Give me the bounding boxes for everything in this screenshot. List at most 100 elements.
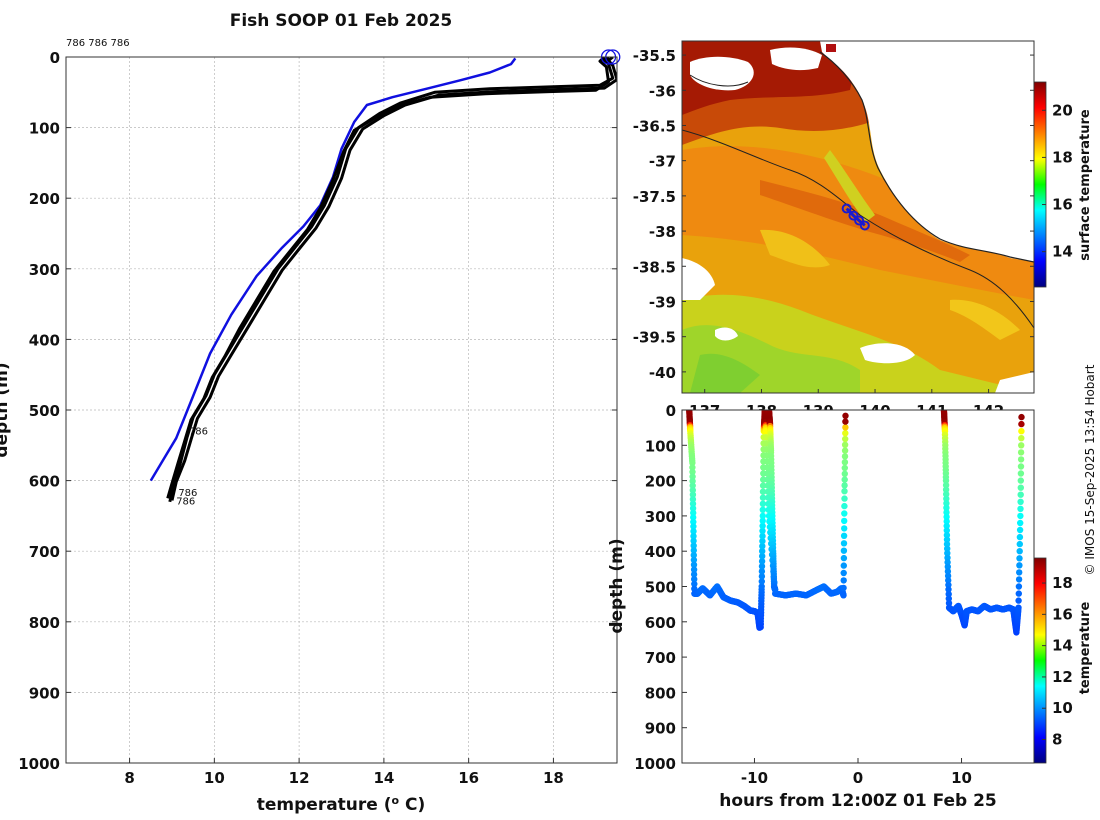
profile-x-tick-label: 18 bbox=[543, 769, 564, 787]
profile-y-tick-label: 600 bbox=[29, 473, 60, 491]
ts-point bbox=[1017, 484, 1024, 491]
temp-colorbar-ticks: 8 10 12 14 16 18 bbox=[1042, 574, 1073, 749]
ts-point bbox=[842, 435, 849, 443]
ts-point bbox=[690, 542, 697, 549]
ts-point bbox=[690, 523, 697, 530]
ts-point bbox=[944, 572, 952, 580]
profile-y-tick-label: 800 bbox=[29, 614, 60, 632]
ts-point bbox=[840, 532, 848, 539]
ts-point bbox=[1016, 555, 1023, 562]
sst-map-y-ticks: -35.5 -36 -36.5 -37 -37.5 -38 -38.5 -39 -39.5 -40 bbox=[633, 47, 1034, 382]
profile-top-label: 786 786 786 bbox=[66, 38, 130, 49]
sst-map-track bbox=[841, 203, 870, 231]
ts-point bbox=[840, 562, 847, 569]
ts-point bbox=[841, 502, 848, 510]
ts-point bbox=[945, 586, 952, 593]
ts-x-ticks: -10 0 10 bbox=[741, 758, 972, 787]
sst-map-y-tick-label: -39 bbox=[649, 293, 676, 311]
ts-point bbox=[841, 464, 848, 472]
ts-point bbox=[689, 491, 697, 498]
ts-point bbox=[758, 568, 766, 575]
temp-colorbar-tick-label: 14 bbox=[1052, 637, 1073, 655]
ts-point bbox=[945, 577, 952, 584]
ts-point bbox=[942, 486, 950, 493]
profile-y-tick-label: 900 bbox=[29, 684, 60, 702]
ts-plot-area bbox=[682, 410, 1034, 763]
ts-point bbox=[759, 532, 766, 540]
ts-point bbox=[1016, 569, 1023, 576]
profile-cast-label: 786 bbox=[176, 497, 195, 508]
ts-point bbox=[841, 476, 848, 483]
ts-point bbox=[1017, 498, 1024, 505]
ts-point bbox=[690, 571, 698, 578]
ts-point bbox=[759, 500, 767, 507]
ts-point bbox=[758, 558, 766, 565]
ts-point bbox=[840, 554, 848, 562]
ts-point bbox=[1017, 463, 1025, 470]
sst-map-field bbox=[682, 41, 1034, 393]
ts-point bbox=[771, 586, 779, 593]
ts-point bbox=[689, 459, 696, 467]
ts-point bbox=[690, 566, 698, 573]
ts-point bbox=[842, 424, 849, 431]
ts-y-tick-label: 600 bbox=[645, 614, 676, 632]
ts-point bbox=[943, 509, 950, 516]
ts-point bbox=[690, 547, 697, 554]
ts-y-tick-label: 800 bbox=[645, 684, 676, 702]
ts-y-tick-label: 200 bbox=[645, 473, 676, 491]
profile-x-axis-label: temperature (o C) bbox=[257, 794, 426, 816]
profile-x-ticks: 8 10 12 14 16 18 bbox=[124, 758, 564, 787]
ts-point bbox=[689, 477, 696, 485]
ts-point bbox=[945, 599, 953, 607]
figure-title: Fish SOOP 01 Feb 2025 bbox=[230, 11, 453, 31]
ts-point bbox=[841, 482, 848, 489]
ts-point bbox=[943, 536, 951, 543]
ts-point bbox=[1015, 597, 1022, 604]
sst-colorbar bbox=[1033, 81, 1047, 288]
ts-point bbox=[943, 540, 951, 548]
sst-map-y-tick-label: -38 bbox=[649, 223, 676, 241]
ts-point bbox=[691, 585, 698, 592]
temp-colorbar-tick-label: 12 bbox=[1052, 668, 1073, 686]
temp-colorbar-tick-label: 18 bbox=[1052, 574, 1073, 592]
ship-track-point bbox=[841, 203, 852, 214]
ts-point bbox=[841, 453, 849, 460]
ts-point bbox=[689, 496, 697, 503]
profile-x-tick-label: 14 bbox=[373, 769, 394, 787]
profile-line bbox=[166, 57, 610, 499]
profile-y-ticks: 0 100 200 300 400 500 600 700 800 900 1000 bbox=[18, 49, 617, 773]
sst-colorbar-tick-label: 16 bbox=[1052, 196, 1073, 214]
ts-point bbox=[690, 556, 698, 564]
ship-track-point bbox=[859, 220, 870, 231]
profile-y-tick-label: 0 bbox=[50, 49, 60, 67]
sst-colorbar-tick-label: 20 bbox=[1052, 101, 1073, 119]
ts-point bbox=[840, 584, 847, 592]
ts-point bbox=[842, 412, 849, 419]
ts-point bbox=[691, 580, 698, 588]
ts-point bbox=[943, 495, 950, 502]
ts-point bbox=[1017, 519, 1024, 527]
temp-colorbar bbox=[1033, 557, 1047, 764]
profile-cast-label: 786 bbox=[189, 427, 208, 438]
temp-colorbar-tick-label: 16 bbox=[1052, 605, 1073, 623]
ts-point bbox=[758, 583, 765, 590]
profile-series bbox=[149, 57, 617, 503]
ts-x-tick-label: -10 bbox=[741, 769, 768, 787]
ts-point bbox=[690, 518, 697, 526]
profile-x-tick-label: 8 bbox=[124, 769, 134, 787]
ts-point bbox=[945, 581, 952, 589]
ts-y-axis-label: depth (m) bbox=[607, 538, 627, 633]
ts-point bbox=[1015, 590, 1022, 597]
ts-point bbox=[841, 525, 848, 532]
ts-point bbox=[759, 543, 766, 550]
profile-y-tick-label: 300 bbox=[29, 261, 60, 279]
ts-point bbox=[945, 590, 952, 598]
ts-point bbox=[1017, 512, 1024, 520]
ts-point bbox=[1018, 442, 1025, 449]
ts-point bbox=[690, 552, 697, 559]
ts-point bbox=[1016, 548, 1023, 555]
profile-grid bbox=[66, 56, 617, 764]
ts-point bbox=[841, 459, 849, 466]
profile-x-tick-label: 10 bbox=[204, 769, 225, 787]
ts-point bbox=[759, 506, 766, 513]
